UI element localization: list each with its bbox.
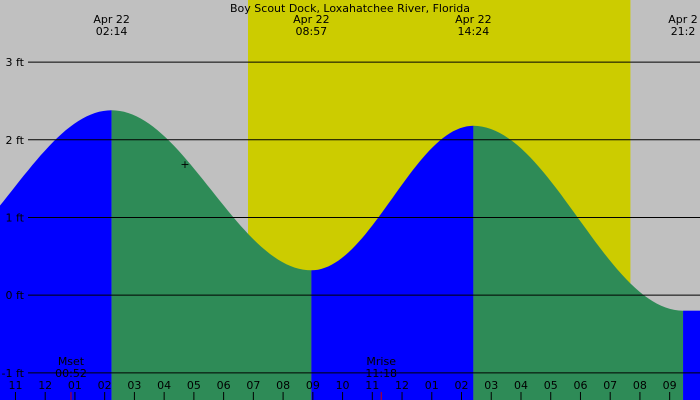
falling-tide-segment: [111, 110, 312, 400]
y-tick-label: 1 ft: [6, 211, 25, 224]
x-tick-label: 01: [68, 379, 82, 392]
moon-event-time: 11:18: [365, 367, 397, 380]
moon-event-time: 00:52: [55, 367, 87, 380]
x-tick-label: 08: [276, 379, 290, 392]
x-tick-label: 08: [633, 379, 647, 392]
x-tick-label: 04: [514, 379, 528, 392]
extreme-time-label: 14:24: [458, 25, 490, 38]
x-tick-label: 11: [365, 379, 379, 392]
x-tick-label: 06: [217, 379, 231, 392]
x-tick-label: 01: [425, 379, 439, 392]
moon-event-label: Mrise: [366, 355, 396, 368]
extreme-time-label: 08:57: [295, 25, 327, 38]
label-layer: Boy Scout Dock, Loxahatchee River, Flori…: [2, 2, 698, 392]
x-tick-label: 03: [127, 379, 141, 392]
rising-tide-segment: [683, 310, 700, 400]
x-tick-label: 04: [157, 379, 171, 392]
x-tick-label: 09: [663, 379, 677, 392]
x-tick-label: 05: [544, 379, 558, 392]
y-tick-label: 0 ft: [6, 289, 25, 302]
x-tick-label: 12: [395, 379, 409, 392]
extreme-date-label: Apr 2: [668, 13, 698, 26]
extreme-date-label: Apr 22: [93, 13, 130, 26]
tide-area-layer: [0, 110, 700, 400]
x-tick-label: 03: [484, 379, 498, 392]
rising-tide-segment: [0, 110, 112, 400]
x-tick-label: 02: [98, 379, 112, 392]
x-tick-label: 07: [603, 379, 617, 392]
falling-tide-segment: [473, 125, 684, 400]
x-tick-label: 12: [38, 379, 52, 392]
x-tick-label: 05: [187, 379, 201, 392]
grid-layer: [14, 61, 700, 400]
extreme-time-label: 02:14: [96, 25, 128, 38]
x-tick-label: 06: [573, 379, 587, 392]
extreme-time-label: 21:2: [671, 25, 696, 38]
extreme-date-label: Apr 22: [293, 13, 330, 26]
crosshair-marker: +: [180, 158, 189, 171]
y-tick-label: -1 ft: [2, 367, 25, 380]
x-tick-label: 10: [336, 379, 350, 392]
x-tick-label: 02: [455, 379, 469, 392]
x-tick-label: 11: [8, 379, 22, 392]
chart-title: Boy Scout Dock, Loxahatchee River, Flori…: [230, 2, 470, 15]
extreme-date-label: Apr 22: [455, 13, 492, 26]
y-tick-label: 2 ft: [6, 134, 25, 147]
rising-tide-segment: [311, 125, 474, 400]
x-tick-label: 07: [246, 379, 260, 392]
moon-event-label: Mset: [58, 355, 85, 368]
x-tick-label: 09: [306, 379, 320, 392]
y-tick-label: 3 ft: [6, 56, 25, 69]
